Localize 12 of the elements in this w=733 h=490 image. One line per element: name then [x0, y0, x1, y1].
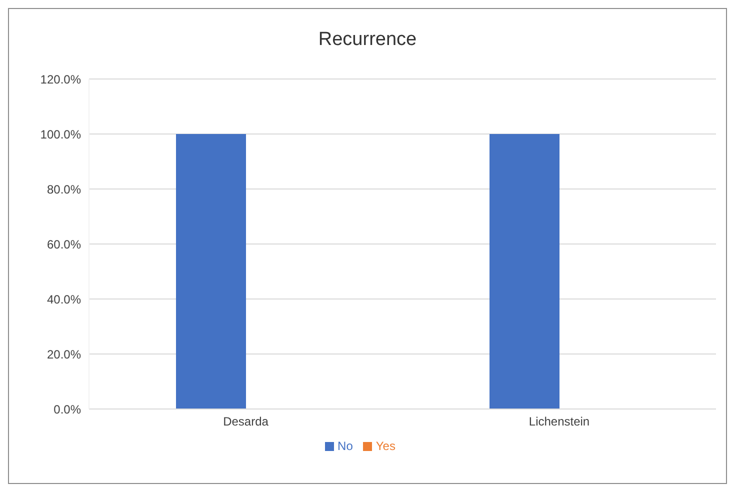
legend-label: Yes — [376, 439, 396, 453]
legend-label: No — [338, 439, 353, 453]
y-tick-label: 40.0% — [46, 292, 82, 306]
x-tick-label: Lichenstein — [528, 414, 590, 429]
y-tick-label: 60.0% — [46, 237, 82, 252]
y-tick-label: 20.0% — [46, 347, 82, 362]
y-tick-label: 100.0% — [40, 127, 82, 142]
chart-title: Recurrence — [317, 29, 418, 51]
y-tick-label: 0.0% — [54, 402, 82, 416]
y-tick-label: 80.0% — [46, 182, 82, 196]
y-tick-label: 120.0% — [40, 72, 82, 86]
x-tick-label: Desarda — [223, 414, 269, 429]
